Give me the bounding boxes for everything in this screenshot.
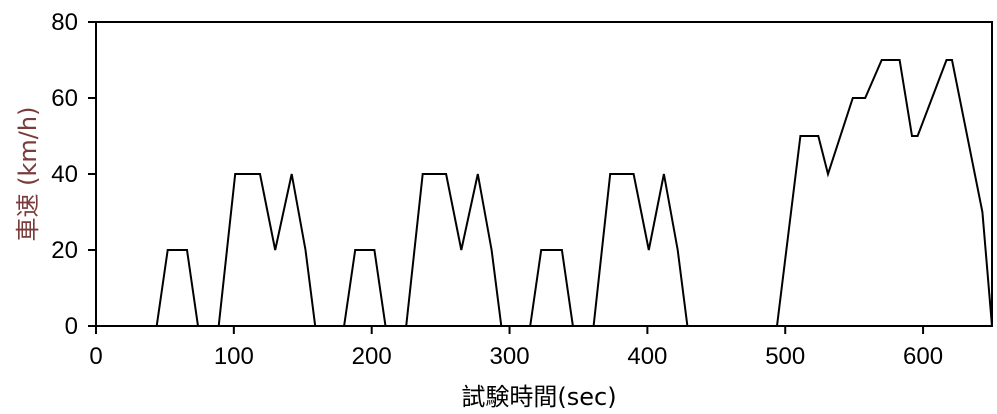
ticks: 0 20 40 60 80 0 100 200 300 400 500 600 [51,9,943,370]
axes [95,21,993,327]
y-tick-label: 0 [65,313,78,340]
series-line-0 [96,59,993,327]
y-tick-label: 80 [51,9,78,36]
x-tick-label: 600 [903,343,943,370]
data-series [96,59,993,327]
x-tick-label: 0 [89,343,102,370]
x-axis-label: 試験時間(sec) [461,383,616,411]
plot-frame [95,21,993,327]
y-tick-label: 20 [51,237,78,264]
x-tick-label: 100 [214,343,254,370]
y-axis-label: 車速 (km/h) [14,107,42,242]
y-tick-label: 60 [51,85,78,112]
x-tick-label: 300 [490,343,530,370]
x-tick-label: 200 [352,343,392,370]
x-tick-label: 400 [627,343,667,370]
y-tick-label: 40 [51,161,78,188]
x-tick-label: 500 [765,343,805,370]
